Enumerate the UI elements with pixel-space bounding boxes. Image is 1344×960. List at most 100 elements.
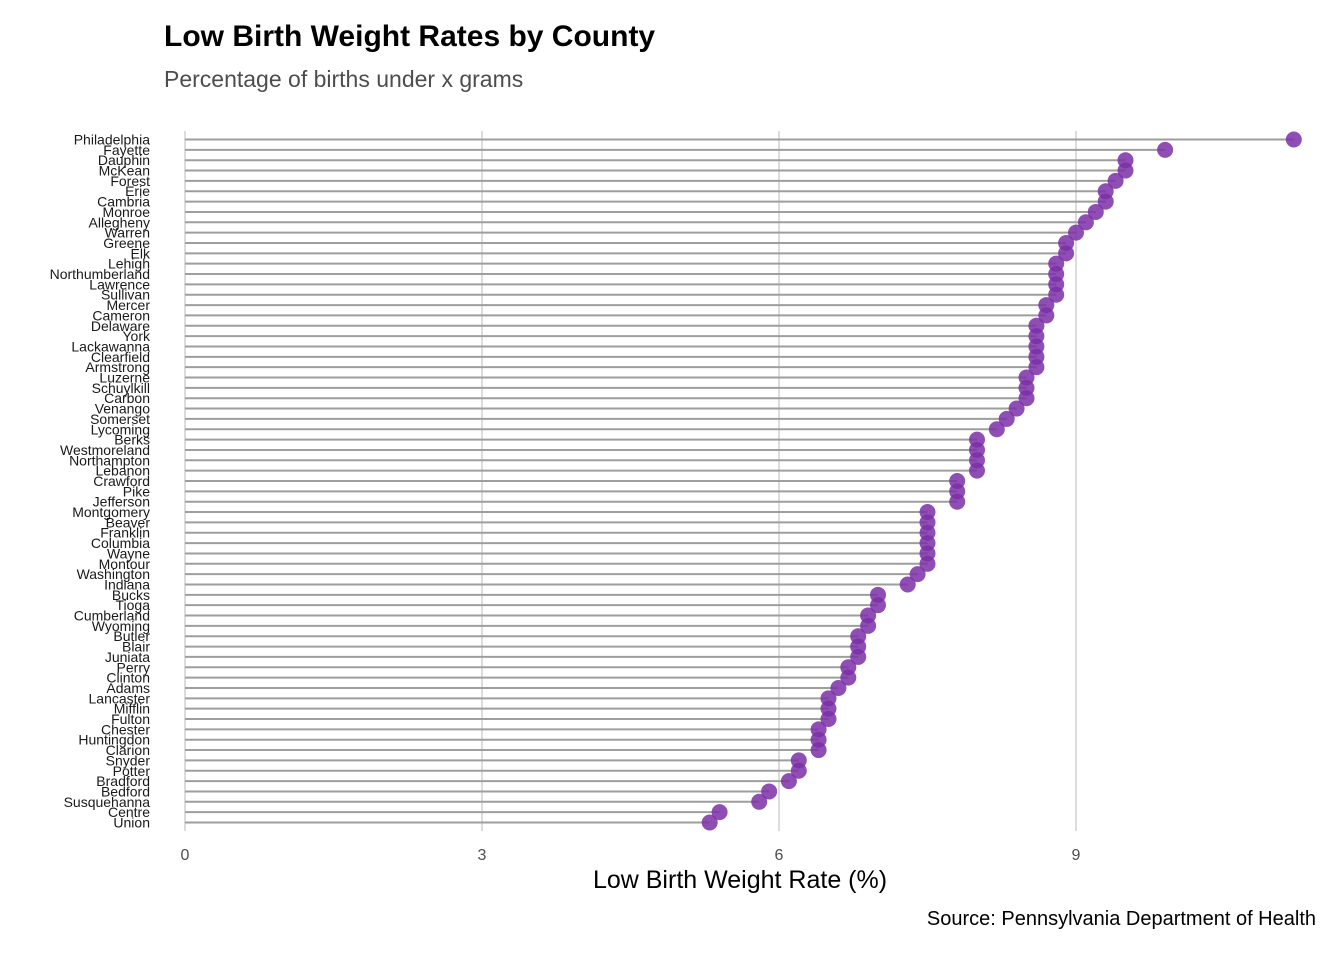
point-union	[701, 814, 718, 831]
y-label-lycoming: Lycoming	[91, 421, 150, 437]
point-adams	[830, 679, 847, 696]
point-juniata	[850, 648, 867, 665]
y-label-greene: Greene	[103, 235, 150, 251]
y-label-fayette: Fayette	[103, 142, 150, 158]
point-warren	[1068, 224, 1084, 241]
y-label-somerset: Somerset	[90, 411, 150, 427]
point-sullivan	[1048, 286, 1065, 303]
y-label-northumberland: Northumberland	[50, 266, 150, 282]
point-cameron	[1038, 307, 1055, 324]
y-label-montgomery: Montgomery	[72, 504, 150, 520]
x-tick-label-9: 9	[1072, 847, 1081, 864]
point-bedford	[761, 783, 778, 800]
point-somerset	[998, 410, 1015, 427]
y-label-lancaster: Lancaster	[89, 690, 151, 706]
y-label-sullivan: Sullivan	[101, 287, 150, 303]
y-label-montour: Montour	[99, 556, 151, 572]
y-label-juniata: Juniata	[105, 649, 150, 665]
y-label-allegheny: Allegheny	[89, 214, 151, 230]
y-label-jefferson: Jefferson	[93, 494, 150, 510]
point-lebanon	[969, 462, 985, 479]
y-label-luzerne: Luzerne	[99, 370, 150, 386]
y-label-carbon: Carbon	[104, 390, 150, 406]
y-label-union: Union	[113, 815, 150, 831]
y-label-monroe: Monroe	[103, 204, 151, 220]
y-label-lawrence: Lawrence	[89, 276, 150, 292]
y-label-venango: Venango	[95, 401, 150, 417]
point-carbon	[1018, 390, 1035, 407]
chart-title: Low Birth Weight Rates by County	[164, 20, 656, 53]
y-label-clarion: Clarion	[106, 742, 150, 758]
point-potter	[790, 762, 807, 779]
y-label-snyder: Snyder	[106, 752, 151, 768]
point-allegheny	[1077, 214, 1094, 231]
y-label-erie: Erie	[125, 183, 150, 199]
y-label-chester: Chester	[101, 721, 150, 737]
y-label-crawford: Crawford	[93, 473, 150, 489]
source-caption: Source: Pennsylvania Department of Healt…	[926, 908, 1316, 930]
y-label-cumberland: Cumberland	[74, 608, 150, 624]
y-label-butler: Butler	[113, 628, 150, 644]
y-label-philadelphia: Philadelphia	[74, 132, 150, 148]
point-tioga	[870, 597, 886, 614]
point-clarion	[810, 742, 827, 759]
y-label-bucks: Bucks	[112, 587, 150, 603]
y-label-wyoming: Wyoming	[92, 618, 150, 634]
y-label-delaware: Delaware	[91, 318, 150, 334]
x-tick-label-0: 0	[181, 847, 190, 864]
point-forest	[1107, 172, 1124, 189]
x-axis-label: Low Birth Weight Rate (%)	[592, 866, 888, 894]
y-label-mercer: Mercer	[106, 297, 150, 313]
point-armstrong	[1028, 359, 1045, 376]
point-bradford	[780, 773, 797, 790]
x-tick-label-3: 3	[478, 847, 487, 864]
point-fayette	[1157, 141, 1174, 158]
y-label-warren: Warren	[105, 225, 150, 241]
y-label-mifflin: Mifflin	[114, 701, 150, 717]
point-jefferson	[949, 493, 966, 510]
point-wyoming	[860, 617, 877, 634]
y-label-forest: Forest	[110, 173, 150, 189]
point-montour	[919, 555, 936, 572]
point-philadelphia	[1285, 131, 1302, 148]
y-label-cambria: Cambria	[97, 194, 150, 210]
y-tick-labels: PhiladelphiaFayetteDauphinMcKeanForestEr…	[50, 132, 151, 831]
y-label-centre: Centre	[108, 804, 150, 820]
y-label-westmoreland: Westmoreland	[60, 442, 150, 458]
y-label-lehigh: Lehigh	[108, 256, 150, 272]
y-label-northampton: Northampton	[69, 452, 150, 468]
point-cambria	[1097, 193, 1114, 210]
point-washington	[909, 566, 926, 583]
point-clinton	[840, 669, 857, 686]
y-label-schuylkill: Schuylkill	[92, 380, 150, 396]
y-label-beaver: Beaver	[106, 514, 151, 530]
point-centre	[711, 804, 728, 821]
y-label-clinton: Clinton	[106, 670, 150, 686]
y-label-indiana: Indiana	[104, 576, 150, 592]
y-label-huntingdon: Huntingdon	[78, 732, 150, 748]
point-susquehanna	[751, 793, 768, 810]
y-label-susquehanna: Susquehanna	[64, 794, 151, 810]
y-label-franklin: Franklin	[100, 525, 150, 541]
point-lycoming	[988, 421, 1005, 438]
y-label-columbia: Columbia	[91, 535, 150, 551]
point-mckean	[1117, 162, 1134, 179]
y-label-blair: Blair	[122, 639, 150, 655]
y-label-elk: Elk	[131, 245, 151, 261]
y-label-bedford: Bedford	[101, 783, 150, 799]
y-label-fulton: Fulton	[111, 711, 150, 727]
y-label-washington: Washington	[77, 566, 150, 582]
y-label-pike: Pike	[123, 483, 150, 499]
point-indiana	[899, 576, 916, 593]
points	[701, 131, 1302, 831]
y-label-potter: Potter	[113, 763, 151, 779]
point-fulton	[820, 711, 837, 728]
x-tick-labels: 0 3 6 9	[181, 847, 1081, 864]
y-label-lackawanna: Lackawanna	[71, 338, 150, 354]
y-label-bradford: Bradford	[96, 773, 150, 789]
y-label-york: York	[122, 328, 151, 344]
chart-subtitle: Percentage of births under x grams	[164, 66, 524, 92]
y-label-lebanon: Lebanon	[95, 463, 150, 479]
y-label-wayne: Wayne	[107, 545, 150, 561]
